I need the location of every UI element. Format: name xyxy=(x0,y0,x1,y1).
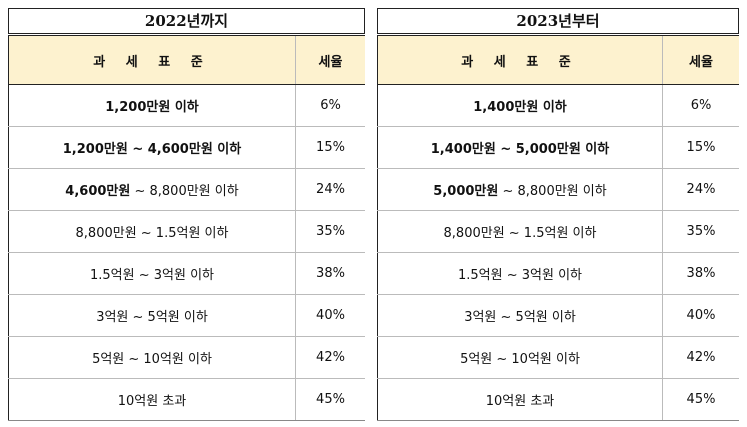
rate-cell: 6% xyxy=(662,84,739,127)
rate-cell: 42% xyxy=(295,336,365,379)
table-row: 1,400만원 이하 6% xyxy=(377,84,739,127)
table-row: 1.5억원 ~ 3억원 이하 38% xyxy=(8,252,365,295)
bracket-cell: 5억원 ~ 10억원 이하 xyxy=(8,336,296,379)
rate-cell: 6% xyxy=(295,84,365,127)
table-row: 3억원 ~ 5억원 이하 40% xyxy=(8,294,365,337)
bracket-bold: 1,400만원 이하 xyxy=(473,100,567,115)
panel-title: 2023년부터 xyxy=(377,8,739,33)
table-row: 5억원 ~ 10억원 이하 42% xyxy=(377,336,739,379)
rate-cell: 35% xyxy=(662,210,739,253)
bracket-cell: 1,200만원 이하 xyxy=(8,84,296,127)
bracket-bold: 5,000만원 xyxy=(433,184,499,199)
rate-cell: 45% xyxy=(295,378,365,421)
rate-cell: 35% xyxy=(295,210,365,253)
bracket-text: 3억원 ~ 5억원 이하 xyxy=(96,310,208,325)
rate-cell: 15% xyxy=(662,126,739,169)
bracket-text: 5억원 ~ 10억원 이하 xyxy=(92,352,212,367)
bracket-bold: 1,200만원 이하 xyxy=(105,100,199,115)
bracket-text: 3억원 ~ 5억원 이하 xyxy=(464,310,576,325)
table-2022: 2022년까지 과 세 표 준 세율 1,200만원 이하 6% 1,200만원 … xyxy=(8,8,365,421)
bracket-cell: 1.5억원 ~ 3억원 이하 xyxy=(8,252,296,295)
table-row: 10억원 초과 45% xyxy=(377,378,739,421)
table-row: 1,400만원 ~ 5,000만원 이하 15% xyxy=(377,126,739,169)
table-row: 10억원 초과 45% xyxy=(8,378,365,421)
header-row: 과 세 표 준 세율 xyxy=(377,33,739,85)
rate-cell: 15% xyxy=(295,126,365,169)
bracket-text: 5억원 ~ 10억원 이하 xyxy=(460,352,580,367)
rate-header: 세율 xyxy=(662,33,739,85)
bracket-header: 과 세 표 준 xyxy=(377,33,663,85)
rate-cell: 42% xyxy=(662,336,739,379)
bracket-bold: 4,600만원 xyxy=(65,184,131,199)
table-row: 1.5억원 ~ 3억원 이하 38% xyxy=(377,252,739,295)
bracket-cell: 8,800만원 ~ 1.5억원 이하 xyxy=(8,210,296,253)
bracket-cell: 1.5억원 ~ 3억원 이하 xyxy=(377,252,663,295)
rate-cell: 38% xyxy=(662,252,739,295)
bracket-cell: 8,800만원 ~ 1.5억원 이하 xyxy=(377,210,663,253)
bracket-text: 1.5억원 ~ 3억원 이하 xyxy=(90,268,214,283)
rate-cell: 24% xyxy=(295,168,365,211)
bracket-text: ~ 8,800만원 이하 xyxy=(498,184,607,199)
bracket-text: 1.5억원 ~ 3억원 이하 xyxy=(458,268,582,283)
table-row: 5,000만원 ~ 8,800만원 이하 24% xyxy=(377,168,739,211)
bracket-cell: 1,400만원 이하 xyxy=(377,84,663,127)
bracket-text: 8,800만원 ~ 1.5억원 이하 xyxy=(75,226,229,241)
tax-rate-table: 과 세 표 준 세율 1,200만원 이하 6% 1,200만원 ~ 4,600만… xyxy=(8,33,365,421)
bracket-cell: 1,400만원 ~ 5,000만원 이하 xyxy=(377,126,663,169)
panel-title: 2022년까지 xyxy=(8,8,365,33)
rate-cell: 38% xyxy=(295,252,365,295)
table-row: 4,600만원 ~ 8,800만원 이하 24% xyxy=(8,168,365,211)
bracket-text: 8,800만원 ~ 1.5억원 이하 xyxy=(443,226,597,241)
header-row: 과 세 표 준 세율 xyxy=(8,33,365,85)
bracket-cell: 4,600만원 ~ 8,800만원 이하 xyxy=(8,168,296,211)
bracket-cell: 3억원 ~ 5억원 이하 xyxy=(377,294,663,337)
bracket-bold: 1,200만원 ~ 4,600만원 이하 xyxy=(62,142,242,157)
bracket-cell: 10억원 초과 xyxy=(377,378,663,421)
rate-cell: 40% xyxy=(662,294,739,337)
rate-cell: 40% xyxy=(295,294,365,337)
rate-cell: 45% xyxy=(662,378,739,421)
rate-cell: 24% xyxy=(662,168,739,211)
table-row: 8,800만원 ~ 1.5억원 이하 35% xyxy=(8,210,365,253)
bracket-bold: 1,400만원 ~ 5,000만원 이하 xyxy=(430,142,610,157)
bracket-header: 과 세 표 준 xyxy=(8,33,296,85)
rate-header: 세율 xyxy=(295,33,365,85)
bracket-cell: 10억원 초과 xyxy=(8,378,296,421)
bracket-text: 10억원 초과 xyxy=(117,394,187,409)
bracket-text: 10억원 초과 xyxy=(485,394,555,409)
table-row: 5억원 ~ 10억원 이하 42% xyxy=(8,336,365,379)
bracket-cell: 5억원 ~ 10억원 이하 xyxy=(377,336,663,379)
table-2023: 2023년부터 과 세 표 준 세율 1,400만원 이하 6% 1,400만원 … xyxy=(377,8,739,421)
tax-rate-table: 과 세 표 준 세율 1,400만원 이하 6% 1,400만원 ~ 5,000만… xyxy=(377,33,739,421)
table-row: 3억원 ~ 5억원 이하 40% xyxy=(377,294,739,337)
table-row: 8,800만원 ~ 1.5억원 이하 35% xyxy=(377,210,739,253)
bracket-cell: 3억원 ~ 5억원 이하 xyxy=(8,294,296,337)
table-row: 1,200만원 ~ 4,600만원 이하 15% xyxy=(8,126,365,169)
bracket-cell: 5,000만원 ~ 8,800만원 이하 xyxy=(377,168,663,211)
table-row: 1,200만원 이하 6% xyxy=(8,84,365,127)
bracket-text: ~ 8,800만원 이하 xyxy=(130,184,239,199)
bracket-cell: 1,200만원 ~ 4,600만원 이하 xyxy=(8,126,296,169)
